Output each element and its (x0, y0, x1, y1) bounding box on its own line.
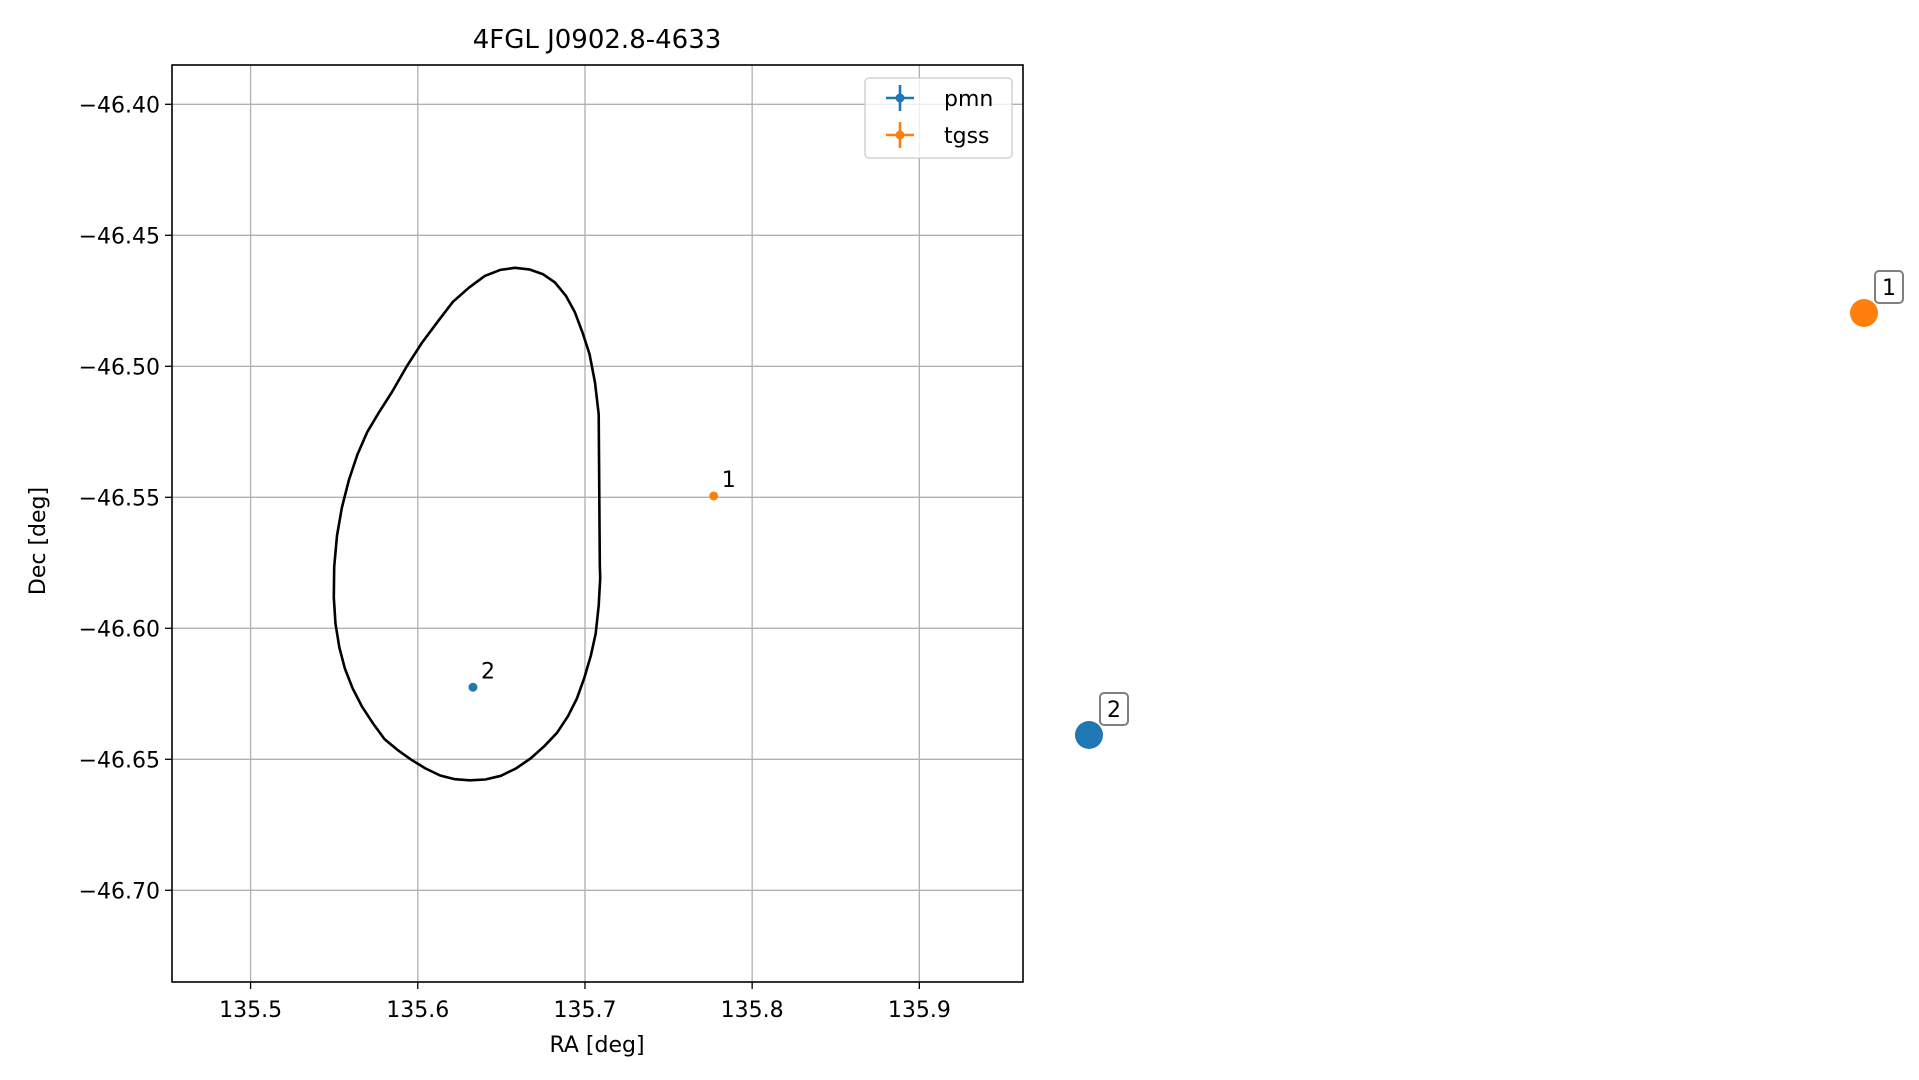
legend-marker-dot (895, 130, 905, 140)
pmn-point (468, 682, 478, 692)
inset-marker-1 (1850, 299, 1878, 327)
x-tick-label: 135.8 (721, 998, 784, 1023)
inset-markers: 12 (1075, 270, 1904, 749)
inset-label-2: 2 (1107, 698, 1121, 723)
axes-frame (171, 64, 1024, 983)
pmn-point-label: 2 (481, 659, 495, 684)
legend: pmn tgss (864, 77, 1013, 159)
x-tick-label: 135.5 (219, 998, 282, 1023)
x-tick-label: 135.7 (553, 998, 616, 1023)
tgss-point-label: 1 (722, 468, 736, 493)
y-tick-label: −46.65 (79, 748, 160, 773)
chart-title: 4FGL J0902.8-4633 (473, 25, 722, 55)
grid (172, 65, 1023, 982)
y-tick-label: −46.60 (79, 617, 160, 642)
error-ellipse-layer (332, 266, 602, 782)
inset-label-1: 1 (1882, 276, 1896, 301)
y-tick-label: −46.50 (79, 355, 160, 380)
legend-label-tgss: tgss (944, 124, 990, 149)
y-tick-label: −46.55 (79, 486, 160, 511)
x-tick-label: 135.6 (386, 998, 449, 1023)
tgss-point (709, 491, 719, 501)
x-axis-label: RA [deg] (549, 1033, 644, 1058)
y-tick-label: −46.40 (79, 93, 160, 118)
legend-label-pmn: pmn (944, 87, 993, 112)
inset-marker-2 (1075, 721, 1103, 749)
inset-label-box-1 (1874, 270, 1904, 304)
y-tick-label: −46.45 (79, 224, 160, 249)
points-layer: 21 (468, 468, 736, 692)
y-axis-label: Dec [deg] (26, 487, 51, 595)
y-tick-label: −46.70 (79, 879, 160, 904)
error-ellipse (332, 266, 602, 782)
x-tick-label: 135.9 (888, 998, 951, 1023)
tick-labels: 135.5 135.6 135.7 135.8 135.9 −46.40 −46.45 −46… (79, 93, 951, 1023)
inset-label-box-2 (1099, 692, 1129, 726)
legend-marker-dot (895, 93, 905, 103)
